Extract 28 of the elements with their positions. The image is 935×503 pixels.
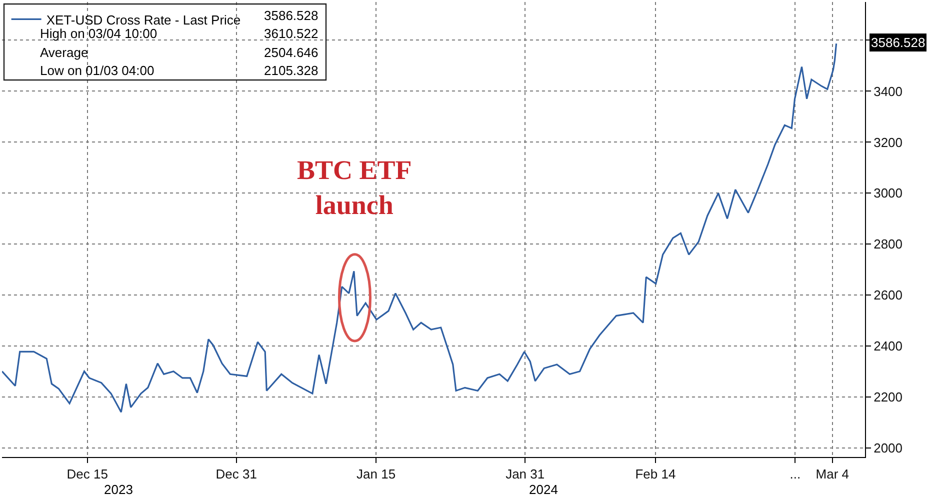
annotation: 2504.646 [264, 45, 318, 60]
y-tick-label: 2200 [874, 390, 903, 405]
y-tick-label: 3000 [874, 186, 903, 201]
annotation: BTC ETF launch [297, 155, 412, 220]
line-series [2, 42, 838, 413]
legend-label: XET-USD Cross Rate - Last Price [46, 12, 241, 28]
y-tick-label: 3200 [874, 134, 903, 150]
y-tick-label: 2000 [874, 440, 903, 456]
y-tick-label: 2800 [874, 236, 903, 252]
annotation: High on 03/04 10:00 [40, 26, 158, 41]
x-tick-label: Feb 14 [635, 466, 676, 482]
x-tick-label: Mar 4 [816, 466, 850, 482]
x-tick-label: ... [790, 466, 801, 482]
annotation: 3586.528 [264, 8, 318, 23]
annotation: Low on 01/03 04:00 [40, 63, 154, 78]
x-tick-label: Jan 31 [506, 466, 545, 482]
y-tick-label: 3400 [874, 84, 903, 99]
text: 3586.528 [871, 35, 926, 50]
x-tick-label: Dec 15 [66, 466, 108, 482]
annotation: Average [40, 45, 88, 60]
text: 2023 [104, 482, 133, 497]
y-tick-label: 2400 [874, 338, 903, 354]
y-tick-label: 2600 [874, 288, 903, 303]
annotation: 3610.522 [264, 26, 318, 41]
x-tick-label: Jan 15 [356, 466, 396, 482]
annotation: 2105.328 [264, 63, 318, 78]
x-tick-label: Dec 31 [216, 466, 257, 482]
text: 2024 [529, 482, 558, 497]
